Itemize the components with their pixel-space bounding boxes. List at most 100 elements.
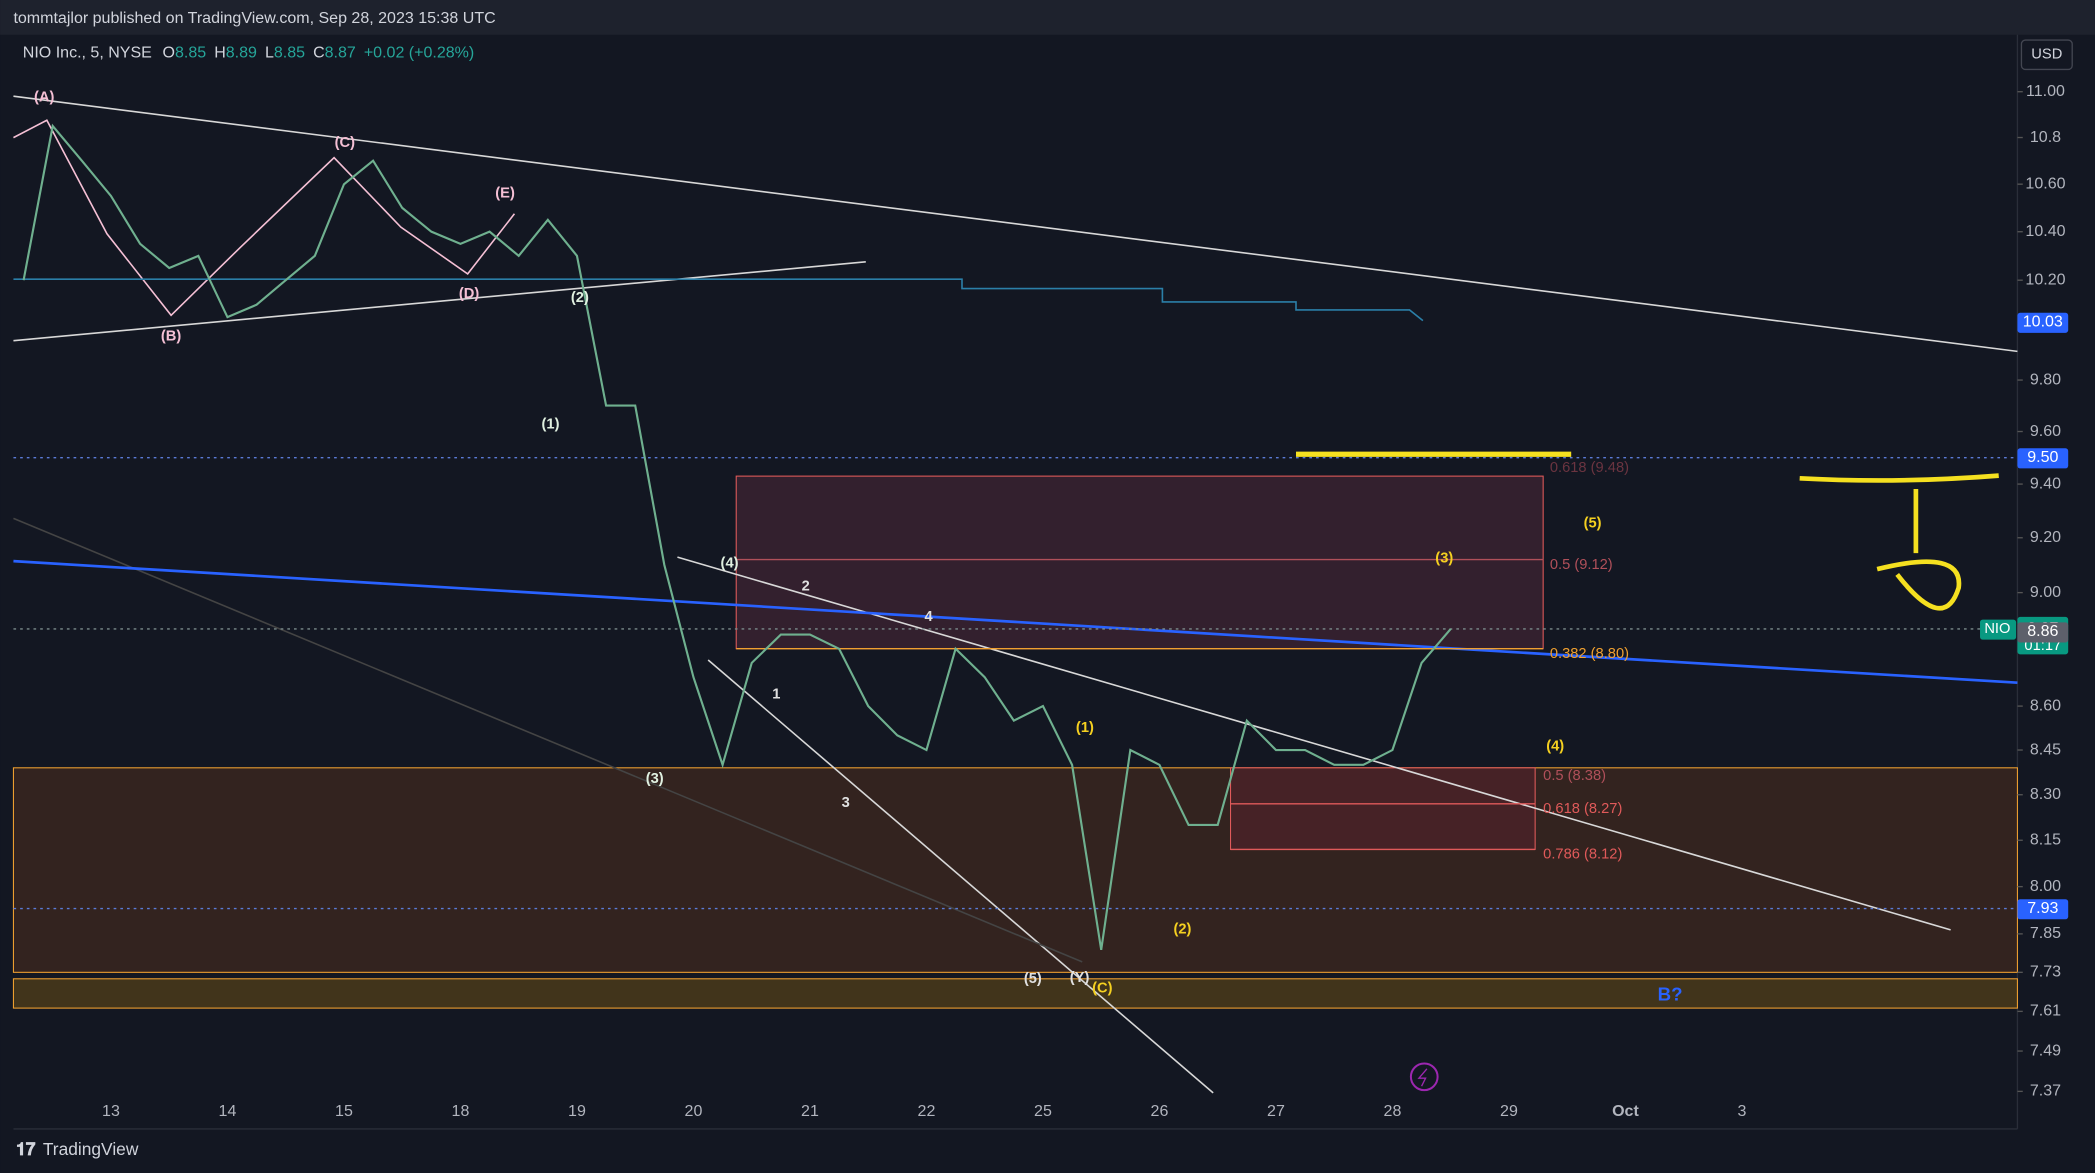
legend-item: 8.87 <box>325 44 356 62</box>
y-tick-label: 8.30 <box>2030 785 2061 803</box>
legend-item: 8.85 <box>274 44 305 62</box>
price-badge-label: 8.86 <box>2027 622 2058 640</box>
wave-label: 4 <box>925 609 934 625</box>
wave-label: (C) <box>1092 981 1112 997</box>
zones <box>12 475 2018 1009</box>
wave-label: 3 <box>842 795 850 811</box>
legend-item: 8.85 <box>175 44 206 62</box>
y-tick-label: 10.60 <box>2025 174 2065 192</box>
x-tick-label: 20 <box>685 1102 703 1120</box>
price-badge <box>2017 899 2069 920</box>
zone <box>735 475 1544 650</box>
trend-line <box>707 659 1214 1094</box>
y-tick-label: 10.20 <box>2025 270 2065 288</box>
x-tick-label: 29 <box>1500 1102 1518 1120</box>
y-tick-label: 8.15 <box>2030 830 2061 848</box>
legend-item: L <box>265 44 274 62</box>
y-tick-label: 10.8 <box>2030 128 2061 146</box>
price-badge-label: 9.50 <box>2027 448 2058 466</box>
x-tick-label: 18 <box>452 1102 470 1120</box>
wave-label: (B) <box>161 329 181 345</box>
wave-label: (3) <box>1435 550 1453 566</box>
x-tick-label: 15 <box>335 1102 353 1120</box>
lightning-glyph <box>1417 1068 1428 1087</box>
fib-label: 0.786 (8.12) <box>1543 847 1622 863</box>
wave-label: (Y) <box>1070 970 1090 986</box>
trend-line <box>13 517 1083 963</box>
price-badge <box>2017 448 2069 469</box>
price-badge-label: 7.93 <box>2027 899 2058 917</box>
legend-item: 8.89 <box>226 44 257 62</box>
wave-label: (5) <box>1584 516 1602 532</box>
y-tick-label: 7.49 <box>2030 1041 2061 1059</box>
wave-label: (1) <box>542 417 560 433</box>
currency[interactable]: USD <box>2031 47 2062 63</box>
fib-label: 0.382 (8.80) <box>1550 646 1629 662</box>
y-tick-label: 9.60 <box>2030 422 2061 440</box>
x-tick-label: 28 <box>1384 1102 1402 1120</box>
wave-label: (3) <box>646 771 664 787</box>
vwap-line <box>13 278 1424 322</box>
fib-label: 0.618 (9.48) <box>1550 460 1629 476</box>
trend-line <box>13 261 866 342</box>
y-tick-label: 9.40 <box>2030 474 2061 492</box>
x-tick-label: 19 <box>568 1102 586 1120</box>
brand: TradingView <box>43 1139 139 1159</box>
wave-label: (1) <box>1076 720 1094 736</box>
y-tick-label: 7.61 <box>2030 1002 2061 1020</box>
x-tick-label: 14 <box>219 1102 237 1120</box>
wave-label: (E) <box>495 186 515 202</box>
y-tick-label: 8.60 <box>2030 696 2061 714</box>
y-tick-label: 10.40 <box>2025 222 2065 240</box>
zone <box>12 767 2018 973</box>
wave-label: (4) <box>1546 739 1564 755</box>
fib-label: 0.5 (8.38) <box>1543 768 1606 784</box>
wave-label: (4) <box>721 556 739 572</box>
y-tick-label: 9.20 <box>2030 528 2061 546</box>
zone <box>1229 767 1536 850</box>
price-badge <box>2017 312 2069 333</box>
legend-item: O <box>163 44 175 62</box>
trend-line <box>677 556 1951 931</box>
symbol-badge-label: NIO <box>1984 621 2010 637</box>
x-tick-label: 26 <box>1151 1102 1169 1120</box>
wave-label: (5) <box>1024 971 1042 987</box>
wave-path <box>13 119 516 317</box>
wave-label: B? <box>1658 983 1683 1004</box>
y-tick-label: 8.00 <box>2030 877 2061 895</box>
trend-line <box>13 95 2018 353</box>
currency-box[interactable] <box>2020 39 2073 71</box>
x-tick-label: 22 <box>918 1102 936 1120</box>
lightning-icon[interactable] <box>1409 1062 1439 1092</box>
symbol-badge <box>1980 619 2017 640</box>
wave-label: (D) <box>459 286 479 302</box>
brand-logo: 𝟏𝟕 <box>16 1139 36 1159</box>
wave-label: (C) <box>335 135 355 151</box>
wave-label: (2) <box>1173 922 1191 938</box>
drawn-arrow <box>1799 473 1999 611</box>
legend-item: +0.02 (+0.28%) <box>364 44 474 62</box>
y-tick-label: 7.73 <box>2030 963 2061 981</box>
x-tick-label: 25 <box>1034 1102 1052 1120</box>
x-tick-label: 27 <box>1267 1102 1285 1120</box>
wave-label: (2) <box>571 290 589 306</box>
price-badge-label: 10.03 <box>2023 312 2063 330</box>
wave-label: 1 <box>772 687 780 703</box>
header-bar <box>0 0 2095 35</box>
zone <box>12 978 2018 1009</box>
legend-text: NIO Inc., 5, NYSE O8.85 H8.89 L8.85 C8.87 +0.… <box>23 44 474 62</box>
legend: NIO Inc., 5, NYSE O8.85 H8.89 L8.85 C8.87 +0.… <box>23 44 474 62</box>
legend-item: C <box>313 44 325 62</box>
fib-label: 0.618 (8.27) <box>1543 801 1622 817</box>
y-tick-label: 8.45 <box>2030 740 2061 758</box>
y-tick-label: 7.37 <box>2030 1082 2061 1100</box>
x-tick-label: 21 <box>801 1102 819 1120</box>
y-tick-label: 11.00 <box>2026 82 2065 100</box>
legend-item: NIO Inc., 5, NYSE <box>23 44 152 62</box>
wave-label: (A) <box>34 89 54 105</box>
fib-label: 0.5 (9.12) <box>1550 557 1613 573</box>
x-tick-label: 13 <box>102 1102 120 1120</box>
wave-label: 2 <box>802 578 810 594</box>
